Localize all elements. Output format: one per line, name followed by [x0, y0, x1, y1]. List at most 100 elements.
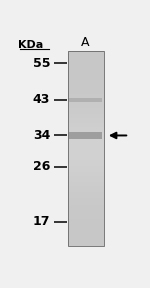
- Bar: [68, 194, 104, 196]
- Bar: [68, 143, 104, 145]
- Text: 55: 55: [33, 57, 50, 70]
- Bar: [68, 51, 104, 246]
- Bar: [68, 145, 104, 147]
- Bar: [69, 132, 102, 136]
- Bar: [68, 51, 104, 53]
- Bar: [68, 118, 104, 120]
- Bar: [69, 98, 102, 99]
- Bar: [68, 180, 104, 182]
- Bar: [68, 184, 104, 186]
- Bar: [68, 82, 104, 84]
- Bar: [68, 92, 104, 94]
- Bar: [68, 120, 104, 122]
- Bar: [69, 132, 102, 138]
- Bar: [69, 132, 102, 134]
- Bar: [68, 221, 104, 223]
- Bar: [69, 132, 102, 136]
- Bar: [69, 98, 102, 100]
- Bar: [69, 132, 102, 136]
- Text: A: A: [81, 37, 90, 50]
- Text: 17: 17: [33, 215, 50, 228]
- Bar: [68, 223, 104, 225]
- Bar: [69, 132, 102, 133]
- Bar: [69, 132, 102, 134]
- Bar: [68, 125, 104, 127]
- Bar: [68, 240, 104, 242]
- Bar: [69, 132, 102, 138]
- Bar: [68, 73, 104, 75]
- Bar: [68, 55, 104, 57]
- Bar: [68, 122, 104, 123]
- Bar: [68, 123, 104, 125]
- Bar: [69, 132, 102, 137]
- Bar: [68, 100, 104, 102]
- Bar: [68, 133, 104, 135]
- Bar: [69, 98, 102, 101]
- Bar: [68, 170, 104, 172]
- Bar: [68, 86, 104, 88]
- Bar: [69, 132, 102, 139]
- Bar: [68, 217, 104, 219]
- Bar: [69, 98, 102, 99]
- Bar: [68, 135, 104, 137]
- Bar: [68, 137, 104, 139]
- Bar: [68, 202, 104, 203]
- Bar: [69, 132, 102, 133]
- Bar: [69, 98, 102, 102]
- Bar: [69, 132, 102, 134]
- Bar: [68, 176, 104, 178]
- Bar: [69, 132, 102, 136]
- Bar: [68, 61, 104, 63]
- Bar: [68, 147, 104, 149]
- Bar: [68, 205, 104, 207]
- Bar: [68, 242, 104, 245]
- Bar: [69, 98, 102, 99]
- Bar: [69, 132, 102, 134]
- Bar: [69, 98, 102, 99]
- Bar: [68, 196, 104, 198]
- Bar: [69, 98, 102, 100]
- Bar: [68, 112, 104, 114]
- Bar: [68, 129, 104, 131]
- Bar: [69, 98, 102, 101]
- Bar: [68, 211, 104, 213]
- Bar: [68, 174, 104, 176]
- Bar: [69, 98, 102, 99]
- Bar: [68, 172, 104, 174]
- Bar: [68, 160, 104, 162]
- Bar: [69, 132, 102, 137]
- Bar: [68, 98, 104, 100]
- Text: 43: 43: [33, 94, 50, 107]
- Bar: [68, 94, 104, 96]
- Bar: [69, 98, 102, 101]
- Bar: [68, 115, 104, 118]
- Bar: [68, 149, 104, 151]
- Bar: [68, 57, 104, 59]
- Bar: [69, 98, 102, 101]
- Bar: [68, 188, 104, 190]
- Bar: [69, 98, 102, 101]
- Bar: [69, 98, 102, 99]
- Bar: [68, 63, 104, 65]
- Bar: [68, 166, 104, 168]
- Bar: [68, 71, 104, 73]
- Bar: [68, 164, 104, 166]
- Bar: [69, 98, 102, 101]
- Bar: [69, 98, 102, 102]
- Bar: [68, 96, 104, 98]
- Bar: [69, 98, 102, 100]
- Bar: [68, 198, 104, 200]
- Bar: [68, 157, 104, 158]
- Bar: [68, 235, 104, 236]
- Bar: [68, 245, 104, 246]
- Bar: [68, 162, 104, 164]
- Bar: [69, 132, 102, 137]
- Bar: [68, 90, 104, 92]
- Bar: [68, 65, 104, 67]
- Bar: [69, 98, 102, 101]
- Bar: [68, 153, 104, 155]
- Bar: [68, 158, 104, 160]
- Bar: [68, 178, 104, 180]
- Bar: [69, 98, 102, 99]
- Bar: [69, 132, 102, 139]
